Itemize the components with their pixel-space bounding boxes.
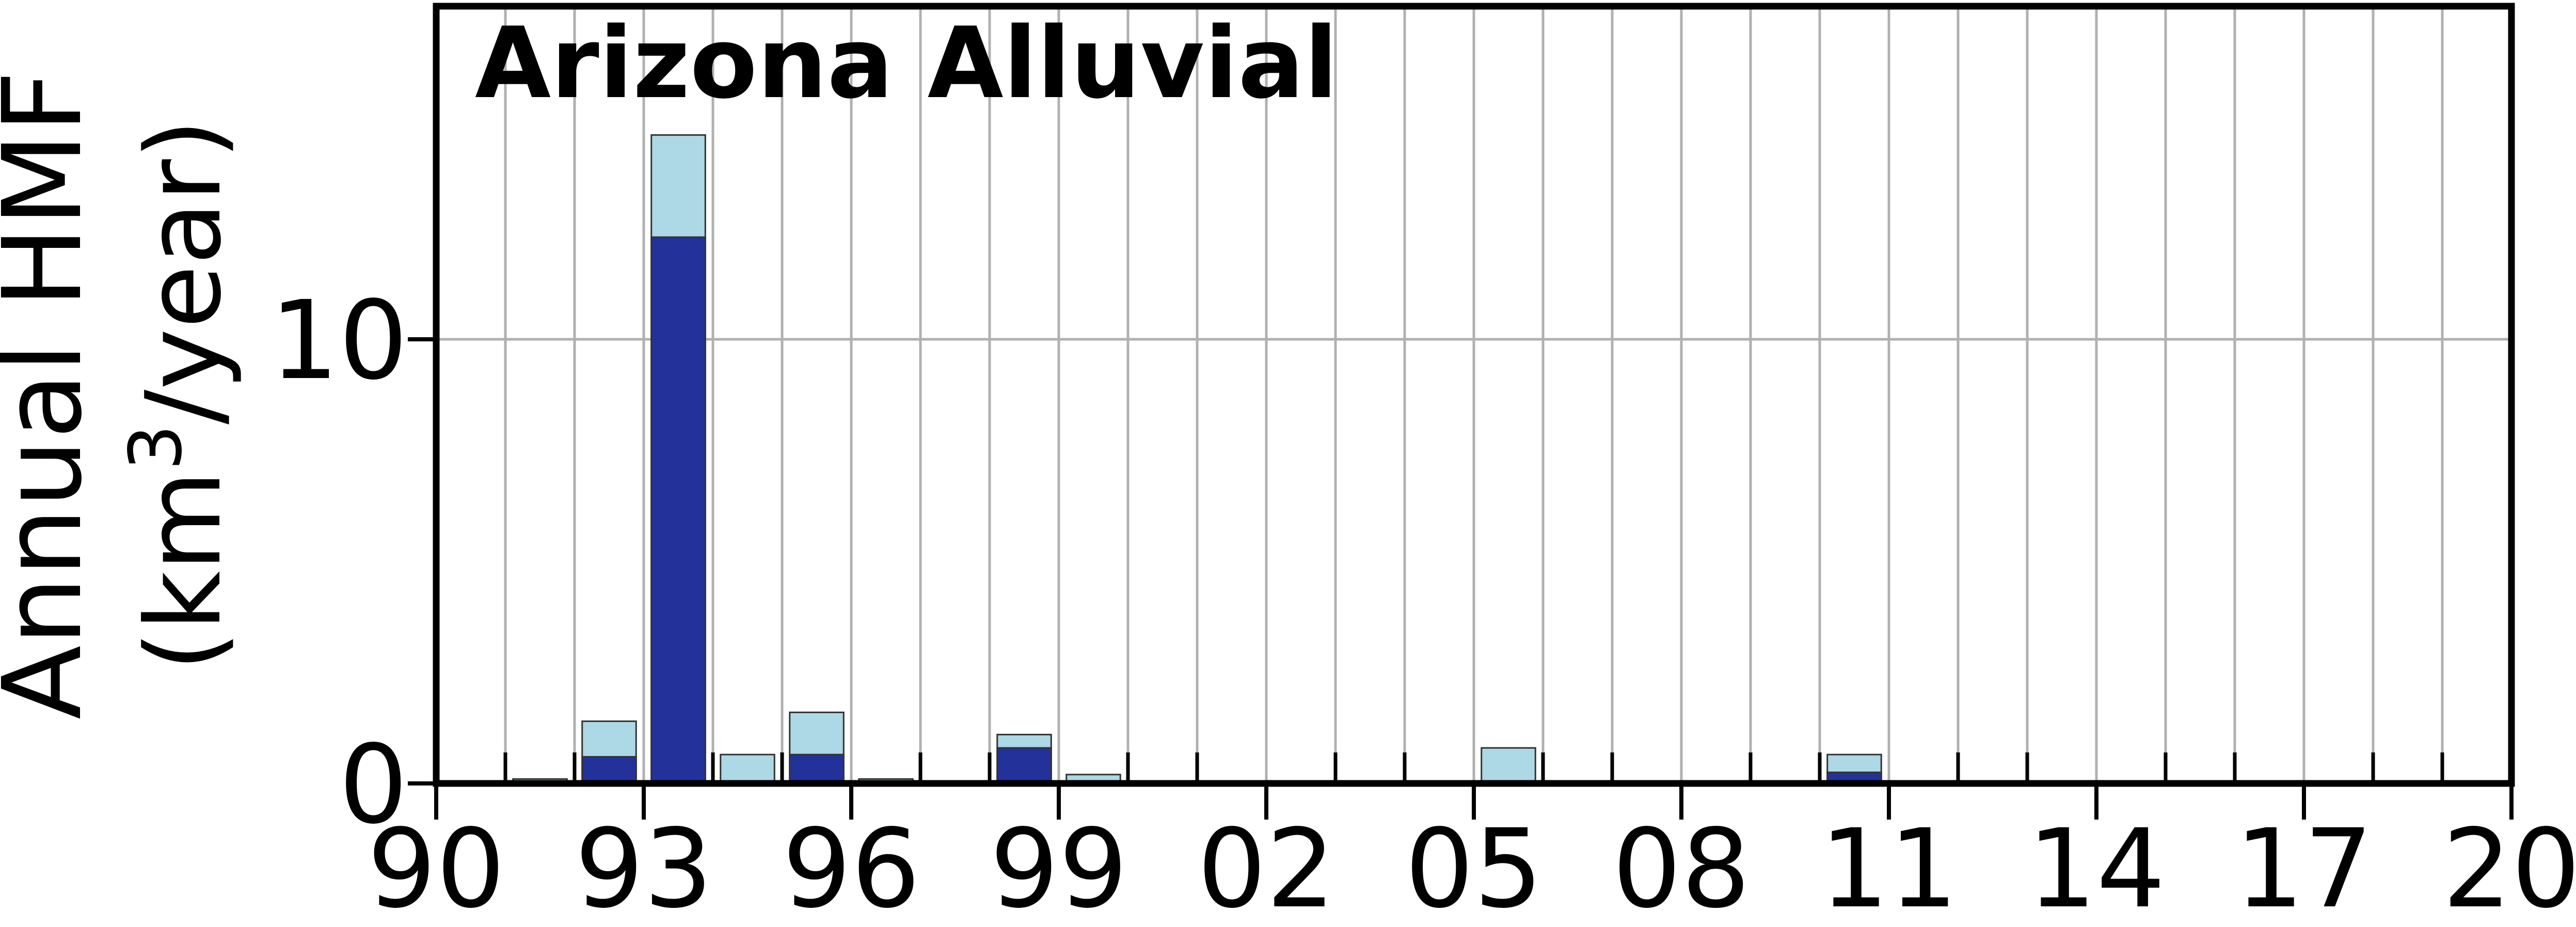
bar-series1-1992 xyxy=(581,756,637,784)
x-tick-label-02: 02 xyxy=(1197,806,1335,924)
bar-series0-1994 xyxy=(720,753,775,784)
y-axis-label-prefix: (km xyxy=(124,470,244,671)
x-tick-label-90: 90 xyxy=(367,806,505,924)
x-tick-label-20: 20 xyxy=(2442,806,2576,924)
x-tick-label-08: 08 xyxy=(1612,806,1750,924)
bar-series1-1995 xyxy=(789,753,845,784)
bars xyxy=(512,134,1882,784)
grid-lines xyxy=(436,6,2511,783)
bar-series1-1993 xyxy=(650,236,706,784)
bar-series0-2005 xyxy=(1481,747,1536,784)
x-tick-label-14: 14 xyxy=(2027,806,2165,924)
y-axis-label-superscript: 3 xyxy=(114,425,198,470)
chart-title: Arizona Alluvial xyxy=(475,6,1338,120)
y-axis-label-line2: (km3/year) xyxy=(114,119,244,671)
x-tick-label-11: 11 xyxy=(1820,806,1958,924)
x-tick-label-99: 99 xyxy=(990,806,1127,924)
bar-series1-1998 xyxy=(996,747,1052,784)
x-tick-label-17: 17 xyxy=(2235,806,2373,924)
axis-ticks: 90 93 96 99 02 05 08 11 14 17 20 0 10 xyxy=(270,277,2576,927)
y-axis-label-line1: Annual HMF xyxy=(0,71,106,720)
x-tick-label-05: 05 xyxy=(1405,806,1543,924)
x-tick-label-96: 96 xyxy=(782,806,920,924)
x-tick-label-93: 93 xyxy=(575,806,712,924)
y-tick-label-10: 10 xyxy=(270,277,408,404)
y-axis-label-suffix: /year) xyxy=(124,119,244,425)
y-tick-label-0: 0 xyxy=(339,721,408,848)
